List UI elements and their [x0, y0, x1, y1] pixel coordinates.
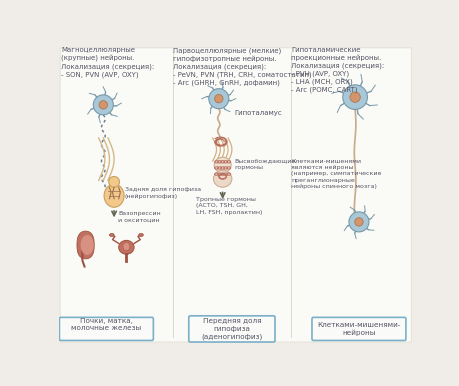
- Text: Клетками-мишенями-
нейроны: Клетками-мишенями- нейроны: [317, 322, 400, 336]
- Circle shape: [348, 212, 368, 232]
- Text: Парвоцеллюлярные (мелкие)
гипофизотропные нейроны.
Локализация (секреция):
- PeV: Парвоцеллюлярные (мелкие) гипофизотропны…: [172, 47, 311, 86]
- Text: Гипоталамические
проекционные нейроны.
Локализация (секреция):
- PVH (AVP, OXY)
: Гипоталамические проекционные нейроны. Л…: [291, 47, 384, 93]
- Text: Почки, матка,
молочные железы: Почки, матка, молочные железы: [71, 318, 141, 331]
- Text: Передняя доля
гипофиза
(аденогипофиз): Передняя доля гипофиза (аденогипофиз): [201, 318, 262, 340]
- Circle shape: [99, 101, 107, 109]
- Ellipse shape: [109, 234, 114, 237]
- Text: Вазопрессин
и окситоцин: Вазопрессин и окситоцин: [118, 211, 160, 222]
- Circle shape: [214, 95, 223, 103]
- Ellipse shape: [118, 240, 134, 254]
- Text: Высвобождающие
гормоны: Высвобождающие гормоны: [234, 159, 295, 170]
- Circle shape: [349, 92, 359, 102]
- FancyBboxPatch shape: [59, 317, 153, 340]
- Polygon shape: [81, 236, 93, 254]
- FancyBboxPatch shape: [60, 48, 410, 342]
- Text: Задняя доля гипофиза
(нейрогипофиз): Задняя доля гипофиза (нейрогипофиз): [124, 187, 201, 199]
- Circle shape: [354, 218, 362, 226]
- Ellipse shape: [123, 242, 129, 251]
- Text: Гипоталамус: Гипоталамус: [234, 110, 281, 116]
- Ellipse shape: [108, 176, 119, 187]
- Polygon shape: [77, 231, 94, 259]
- Ellipse shape: [104, 184, 124, 207]
- FancyBboxPatch shape: [311, 317, 405, 340]
- Text: Тропные гормоны
(ACTO, TSH, GH,
LH, FSH, пролактин): Тропные гормоны (ACTO, TSH, GH, LH, FSH,…: [195, 197, 262, 215]
- Circle shape: [93, 95, 113, 115]
- Ellipse shape: [213, 170, 231, 187]
- FancyBboxPatch shape: [188, 316, 274, 342]
- Circle shape: [208, 89, 228, 109]
- Ellipse shape: [214, 157, 230, 173]
- Circle shape: [342, 85, 367, 110]
- Text: Клетками-мишенями
являются нейроны
(например, симпатические
преганглионарные
ней: Клетками-мишенями являются нейроны (напр…: [291, 159, 381, 189]
- Text: Магноцеллюлярные
(крупные) нейроны.
Локализация (секреция):
- SON, PVN (AVP, OXY: Магноцеллюлярные (крупные) нейроны. Лока…: [61, 47, 154, 78]
- Ellipse shape: [139, 234, 143, 237]
